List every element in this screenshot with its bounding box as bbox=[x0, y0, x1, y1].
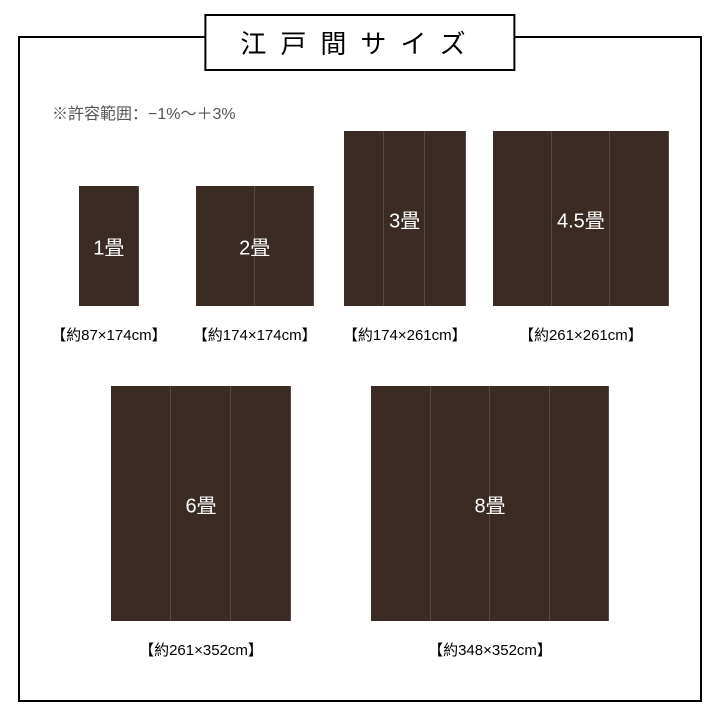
page-title: 江戸間サイズ bbox=[204, 14, 515, 71]
mat-panel bbox=[550, 386, 610, 621]
dim-label: 【約261×352cm】 bbox=[111, 639, 291, 660]
box-label: 8畳 bbox=[474, 489, 505, 518]
row-2: 6畳 【約261×352cm】 8畳 【約348×352cm】 bbox=[18, 380, 702, 660]
box-1jo: 1畳 bbox=[79, 186, 139, 306]
box-label: 2畳 bbox=[239, 232, 270, 261]
dim-label: 【約261×261cm】 bbox=[493, 324, 669, 345]
item-1jo: 1畳 【約87×174cm】 bbox=[51, 186, 166, 345]
box-3jo: 3畳 bbox=[344, 131, 466, 306]
box-2jo: 2畳 bbox=[196, 186, 314, 306]
dim-label: 【約348×352cm】 bbox=[371, 639, 609, 660]
dim-label: 【約87×174cm】 bbox=[51, 324, 166, 345]
box-label: 3畳 bbox=[389, 204, 420, 233]
mat-panel bbox=[425, 131, 466, 306]
box-4-5jo: 4.5畳 bbox=[493, 131, 669, 306]
item-4-5jo: 4.5畳 【約261×261cm】 bbox=[493, 131, 669, 345]
box-8jo: 8畳 bbox=[371, 386, 609, 621]
box-6jo: 6畳 bbox=[111, 386, 291, 621]
box-label: 6畳 bbox=[185, 489, 216, 518]
row-1: 1畳 【約87×174cm】 2畳 【約174×174cm】 3畳 【約174×… bbox=[18, 120, 702, 345]
item-6jo: 6畳 【約261×352cm】 bbox=[111, 386, 291, 660]
dim-label: 【約174×174cm】 bbox=[193, 324, 317, 345]
mat-panel bbox=[493, 131, 552, 306]
content: 1畳 【約87×174cm】 2畳 【約174×174cm】 3畳 【約174×… bbox=[18, 120, 702, 702]
mat-panel bbox=[371, 386, 431, 621]
mat-panel bbox=[610, 131, 669, 306]
box-label: 1畳 bbox=[93, 232, 124, 261]
mat-panel bbox=[344, 131, 385, 306]
item-3jo: 3畳 【約174×261cm】 bbox=[343, 131, 467, 345]
dim-label: 【約174×261cm】 bbox=[343, 324, 467, 345]
item-8jo: 8畳 【約348×352cm】 bbox=[371, 386, 609, 660]
item-2jo: 2畳 【約174×174cm】 bbox=[193, 186, 317, 345]
mat-panel bbox=[231, 386, 291, 621]
box-label: 4.5畳 bbox=[557, 204, 605, 233]
mat-panel bbox=[111, 386, 171, 621]
